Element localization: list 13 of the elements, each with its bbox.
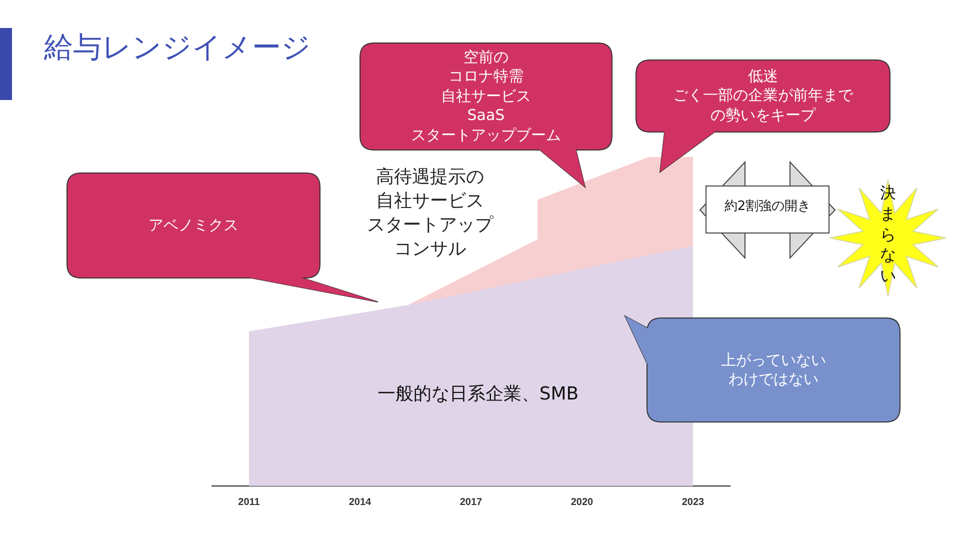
x-tick-label: 2011 (238, 496, 260, 508)
chart-title: 給与レンジイメージ (44, 29, 311, 66)
x-tick-label: 2017 (460, 496, 483, 508)
series-label: 高待遇提示の自社サービススタートアップコンサル (367, 166, 494, 260)
x-tick-label: 2020 (570, 496, 594, 508)
text: 空前のコロナ特需自社サービスSaaSスタートアップブーム (411, 48, 561, 146)
series-label: 一般的な日系企業、SMB (377, 384, 579, 405)
annotation: 約2割強の開き (723, 199, 812, 216)
annotation: アベノミクス (148, 216, 238, 236)
x-tick-label: 2014 (348, 496, 372, 508)
x-tick-label: 2023 (682, 496, 705, 508)
text: 低迷ごく一部の企業が前年までの勢いをキープ (673, 66, 853, 126)
annotation: 上がっていないわけではない (721, 350, 826, 390)
